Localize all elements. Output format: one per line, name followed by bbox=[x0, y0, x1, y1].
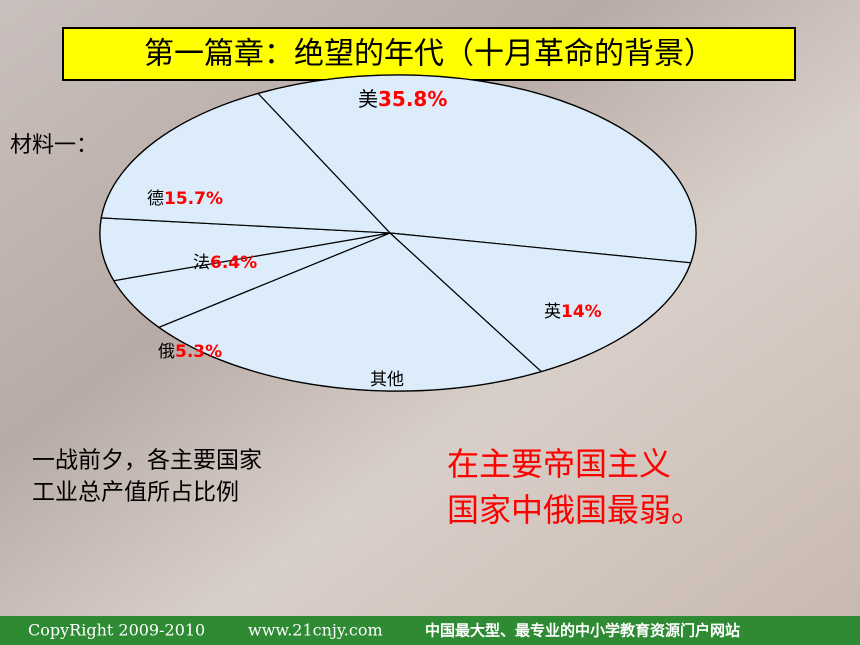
slice-label: 法6.4% bbox=[193, 253, 257, 273]
title-box bbox=[62, 27, 796, 81]
slice-label: 美35.8% bbox=[358, 87, 447, 111]
material-label: 材料一： bbox=[10, 133, 98, 158]
pie-slice bbox=[256, 74, 697, 264]
chart-title: 第一篇章：绝望的年代（十月革命的背景） bbox=[144, 37, 714, 72]
slice-category: 德 bbox=[147, 189, 164, 209]
footer-site: www.21cnjy.com bbox=[248, 621, 383, 640]
conclusion-line: 国家中俄国最弱。 bbox=[447, 491, 703, 529]
pie-slice bbox=[157, 232, 543, 392]
slice-value-label: 6.4% bbox=[210, 253, 257, 273]
pie-slice bbox=[388, 232, 692, 373]
caption-line: 一战前夕，各主要国家 bbox=[32, 448, 262, 474]
slice-label: 英14% bbox=[544, 302, 602, 322]
slice-value-label: 35.8% bbox=[378, 87, 447, 111]
slice-label: 俄5.3% bbox=[158, 342, 222, 362]
slice-category: 法 bbox=[193, 253, 210, 273]
footer-slogan: 中国最大型、最专业的中小学教育资源门户网站 bbox=[425, 622, 740, 640]
slice-category: 其他 bbox=[370, 370, 404, 390]
footer-bar bbox=[0, 616, 860, 645]
slice-label: 德15.7% bbox=[147, 189, 223, 209]
pie-slice bbox=[99, 217, 391, 282]
slice-category: 英 bbox=[544, 302, 561, 322]
slice-category: 俄 bbox=[158, 342, 175, 362]
slice-category: 美 bbox=[358, 87, 378, 111]
slice-value-label: 14% bbox=[561, 302, 602, 322]
pie-slice bbox=[100, 92, 392, 234]
caption-line: 工业总产值所占比例 bbox=[32, 480, 239, 506]
pie: 美35.8% 英14% 其他 俄5.3% 法6.4% 德15.7% bbox=[99, 74, 697, 392]
slice-value-label: 5.3% bbox=[175, 342, 222, 362]
footer-copyright: CopyRight 2009-2010 bbox=[28, 621, 205, 640]
slice-value-label: 15.7% bbox=[164, 189, 223, 209]
conclusion-line: 在主要帝国主义 bbox=[447, 445, 671, 483]
slice-label: 其他 bbox=[370, 370, 404, 390]
